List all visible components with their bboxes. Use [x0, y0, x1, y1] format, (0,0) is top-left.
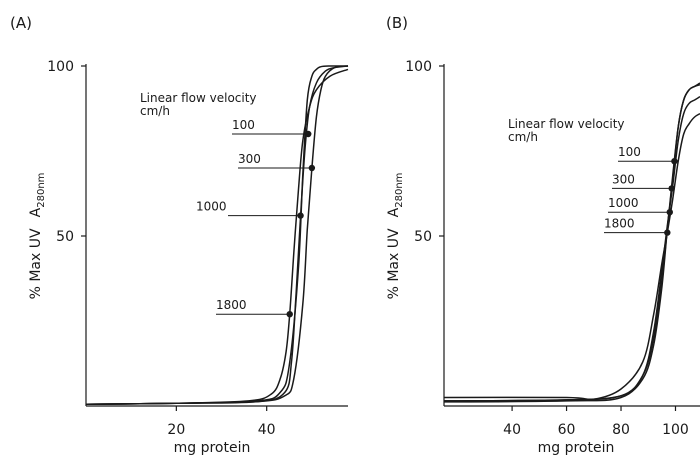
panel-b-velocity-label-100: 100: [618, 145, 641, 159]
panel-a-y-tick-label-1: 100: [47, 59, 74, 75]
panel-a-velocity-label-100: 100: [232, 118, 255, 132]
svg-text:% Max UVA280nm: % Max UV A280nm: [28, 173, 47, 300]
panel-a-ylabel-main: % Max UV: [28, 228, 44, 299]
panel-b-legend-title-2: cm/h: [508, 130, 538, 144]
panel-a-marker-1800: [286, 311, 293, 318]
panel-b-marker-300: [668, 185, 675, 192]
panel-a-ylabel-sub: 280nm: [36, 173, 47, 208]
panel-a-curve-1800: [85, 68, 349, 406]
panel-b-y-axis-title: % Max UV A280nm: [386, 173, 405, 300]
panel-a-x-tick-label-0: 20: [167, 422, 185, 438]
panel-b-x-tick-label-3: 100: [662, 422, 689, 438]
panel-a-y-axis-title: % Max UV A280nm: [28, 173, 47, 300]
panel-a-x-axis-title: mg protein: [174, 440, 251, 456]
panel-b-marker-1000: [666, 209, 673, 216]
panel-b-y-tick-label-0: 50: [414, 229, 432, 245]
panel-b-velocity-label-300: 300: [612, 172, 635, 186]
panel-b-x-tick-label-2: 80: [612, 422, 630, 438]
panel-b-label: (B): [386, 14, 408, 32]
panel-b-curve-1000: [443, 95, 700, 403]
panel-a-ylabel-a: A: [28, 207, 44, 217]
panel-b-velocity-label-1000: 1000: [608, 196, 639, 210]
panel-a-velocity-label-1800: 1800: [216, 298, 247, 312]
panel-b-curve-1800: [443, 112, 700, 401]
panel-b-x-tick-label-1: 60: [558, 422, 576, 438]
panel-a-curve-1000: [85, 65, 349, 406]
panel-b-legend-title-1: Linear flow velocity: [508, 117, 625, 131]
panel-a-velocity-label-300: 300: [238, 152, 261, 166]
panel-a-marker-100: [305, 130, 312, 138]
panel-b: (B) % Max UV A280nm mg protein Linear flo…: [386, 14, 700, 456]
panel-a-legend-title-2: cm/h: [140, 104, 170, 118]
svg-text:% Max UVA280nm: % Max UV A280nm: [386, 173, 405, 300]
panel-b-x-axis-title: mg protein: [538, 440, 615, 456]
panel-a-velocity-label-1000: 1000: [196, 200, 227, 214]
panel-b-y-tick-label-1: 100: [405, 59, 432, 75]
panel-b-marker-1800: [664, 229, 671, 236]
panel-a-marker-1000: [297, 212, 304, 219]
panel-a-label: (A): [10, 14, 32, 32]
panel-b-velocity-label-1800: 1800: [604, 217, 635, 231]
panel-b-x-tick-label-0: 40: [503, 422, 521, 438]
panel-b-ylabel-a: A: [386, 207, 402, 217]
panel-b-ylabel-sub: 280nm: [394, 173, 405, 208]
panel-a: (A) % Max UV A280nm mg protein Linear flo…: [10, 14, 349, 456]
panel-a-x-tick-label-1: 40: [258, 422, 276, 438]
panel-a-legend-title-1: Linear flow velocity: [140, 91, 257, 105]
panel-b-marker-100: [671, 158, 678, 165]
panel-a-marker-300: [308, 164, 316, 172]
panel-a-y-tick-label-0: 50: [56, 229, 74, 245]
panel-b-curve-300: [443, 83, 700, 402]
panel-b-ylabel-main: % Max UV: [386, 228, 402, 299]
